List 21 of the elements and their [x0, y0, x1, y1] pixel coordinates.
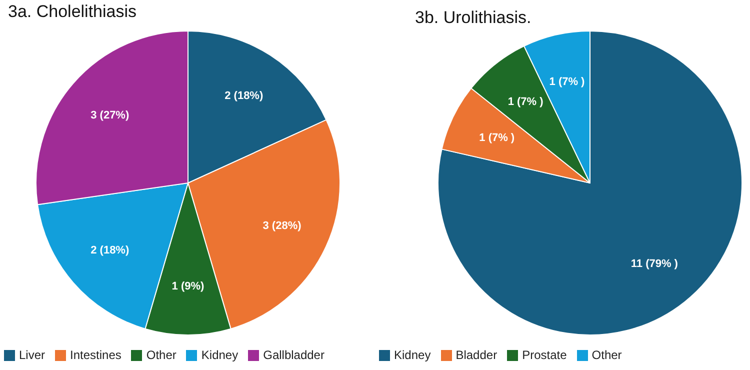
- data-label: 3 (27%): [90, 109, 130, 122]
- pie-slice: [438, 30, 742, 336]
- chart-title: 3a. Cholelithiasis: [8, 2, 137, 22]
- legend-label: Kidney: [201, 348, 238, 362]
- legend-label: Kidney: [394, 348, 431, 362]
- data-label: 1 (7% ): [479, 132, 515, 144]
- legend-label: Intestines: [70, 348, 122, 362]
- data-label: 1 (7% ): [508, 96, 544, 108]
- data-label: 3 (28%): [262, 220, 302, 232]
- legend-label: Bladder: [456, 348, 498, 362]
- legend-label: Liver: [19, 348, 46, 362]
- data-label: 2 (18%): [224, 90, 264, 102]
- chart-title: 3b. Urolithiasis.: [415, 8, 532, 28]
- data-label: 1 (9%): [172, 280, 205, 292]
- data-label: 2 (18%): [90, 244, 130, 257]
- legend-label: Prostate: [522, 348, 567, 362]
- legend-label: Other: [592, 348, 622, 362]
- data-label: 1 (7% ): [549, 76, 586, 88]
- legend-label: Gallbladder: [263, 348, 324, 362]
- legend-label: Other: [146, 348, 176, 362]
- data-label: 11 (79% ): [630, 258, 678, 270]
